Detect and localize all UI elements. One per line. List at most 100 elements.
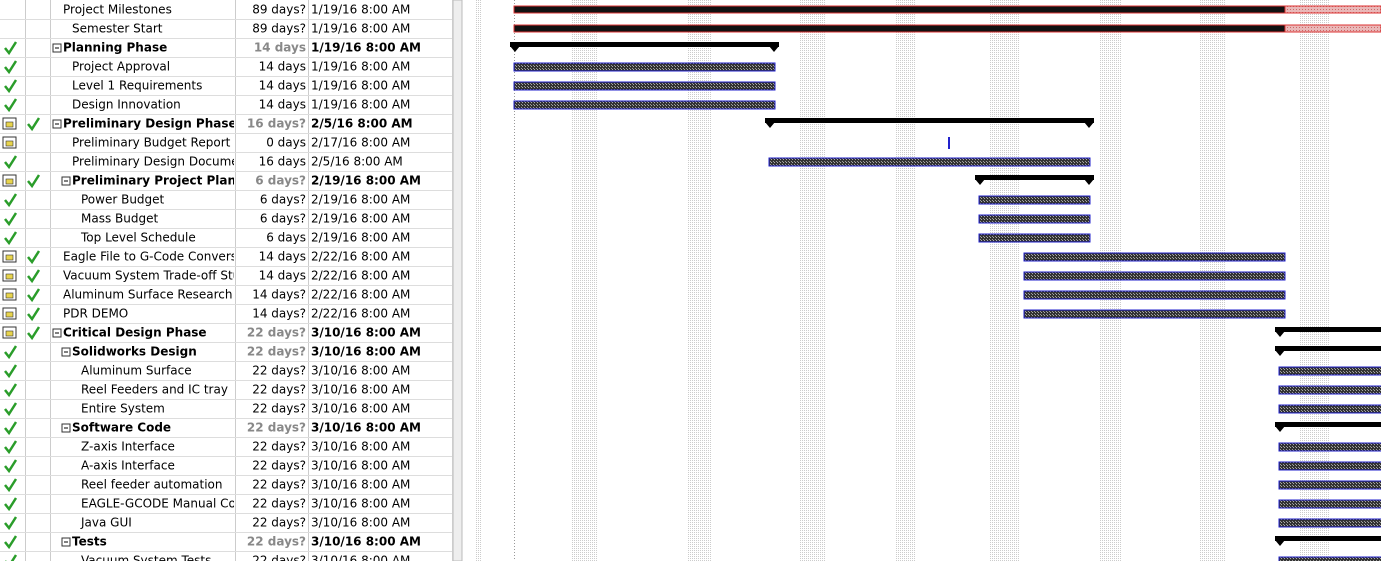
task-start: 2/19/16 8:00 AM	[311, 231, 410, 245]
task-duration: 22 days?	[252, 383, 306, 397]
task-name: Preliminary Design Documer	[72, 155, 244, 169]
calendar-icon-fill	[5, 121, 14, 128]
task-duration: 14 days	[259, 98, 306, 112]
task-start: 1/19/16 8:00 AM	[311, 22, 410, 36]
task-duration: 16 days?	[247, 117, 306, 131]
task-name: Mass Budget	[81, 212, 158, 226]
task-bar[interactable]	[1278, 442, 1381, 452]
task-name: Vacuum System Tests	[81, 554, 211, 561]
task-duration: 22 days?	[252, 364, 306, 378]
task-duration: 14 days?	[252, 307, 306, 321]
task-start: 3/10/16 8:00 AM	[311, 364, 410, 378]
task-name: Preliminary Project Plan	[72, 174, 236, 188]
calendar-icon-fill	[5, 311, 14, 318]
done-check	[27, 174, 41, 189]
task-bar[interactable]	[1278, 385, 1381, 395]
task-duration: 14 days	[259, 60, 306, 74]
done-check	[4, 516, 18, 531]
task-bar[interactable]	[978, 233, 1091, 243]
task-duration: 22 days?	[252, 516, 306, 530]
calendar-icon-fill	[5, 330, 14, 337]
task-start: 2/22/16 8:00 AM	[311, 269, 410, 283]
task-bar[interactable]	[1278, 556, 1381, 561]
done-check	[4, 383, 18, 398]
task-name: Semester Start	[72, 22, 163, 36]
task-start: 3/10/16 8:00 AM	[311, 516, 410, 530]
table-panel	[0, 0, 453, 561]
task-start: 3/10/16 8:00 AM	[311, 383, 410, 397]
task-start: 3/10/16 8:00 AM	[311, 459, 410, 473]
task-duration: 89 days?	[252, 22, 306, 36]
done-check	[27, 250, 41, 265]
task-start: 2/5/16 8:00 AM	[311, 155, 403, 169]
done-check	[4, 98, 18, 113]
task-name: Project Milestones	[63, 3, 172, 17]
done-check	[27, 117, 41, 132]
task-start: 3/10/16 8:00 AM	[311, 326, 421, 340]
task-name: Solidworks Design	[72, 345, 197, 359]
task-bar[interactable]	[513, 100, 776, 110]
task-start: 2/22/16 8:00 AM	[311, 250, 410, 264]
task-duration: 0 days	[266, 136, 306, 150]
done-check	[4, 60, 18, 75]
task-name: Project Approval	[72, 60, 170, 74]
done-check	[4, 535, 18, 550]
task-bar[interactable]	[1023, 290, 1286, 300]
task-name: Aluminum Surface Research	[63, 288, 232, 302]
summary-bar	[765, 118, 1094, 123]
task-bar[interactable]	[1278, 499, 1381, 509]
task-start: 2/17/16 8:00 AM	[311, 136, 410, 150]
task-bar[interactable]	[1023, 252, 1286, 262]
task-table: Project Milestones 89 days? 1/19/16 8:00 A…	[0, 0, 453, 561]
milestone-bar	[513, 24, 1286, 33]
task-duration: 89 days?	[252, 3, 306, 17]
task-bar[interactable]	[1278, 461, 1381, 471]
done-check	[4, 193, 18, 208]
done-check	[4, 212, 18, 227]
non-working-day	[572, 0, 598, 561]
splitter[interactable]	[452, 0, 463, 561]
task-start: 1/19/16 8:00 AM	[311, 60, 410, 74]
task-duration: 22 days?	[252, 440, 306, 454]
calendar-icon-fill	[5, 292, 14, 299]
task-start: 1/19/16 8:00 AM	[311, 79, 410, 93]
task-bar[interactable]	[1278, 480, 1381, 490]
task-name: EAGLE-GCODE Manual Cor	[81, 497, 241, 511]
task-duration: 6 days?	[260, 212, 306, 226]
non-working-day	[990, 0, 1020, 561]
task-start: 3/10/16 8:00 AM	[311, 440, 410, 454]
task-bar[interactable]	[1278, 366, 1381, 376]
task-bar[interactable]	[768, 157, 1091, 167]
task-bar[interactable]	[513, 81, 776, 91]
task-bar[interactable]	[978, 195, 1091, 205]
task-bar[interactable]	[1023, 309, 1286, 319]
task-name: Reel feeder automation	[81, 478, 223, 492]
task-bar[interactable]	[1278, 404, 1381, 414]
task-duration: 22 days?	[252, 459, 306, 473]
task-start: 3/10/16 8:00 AM	[311, 402, 410, 416]
done-check	[27, 288, 41, 303]
task-start: 3/10/16 8:00 AM	[311, 554, 410, 561]
done-check	[4, 345, 18, 360]
task-bar[interactable]	[513, 62, 776, 72]
calendar-icon-fill	[5, 254, 14, 261]
task-name: Tests	[72, 535, 107, 549]
summary-bar	[975, 175, 1094, 180]
task-name: Java GUI	[80, 516, 132, 530]
task-name: Power Budget	[81, 193, 165, 207]
task-start: 1/19/16 8:00 AM	[311, 41, 421, 55]
task-duration: 6 days?	[255, 174, 306, 188]
task-bar[interactable]	[1023, 271, 1286, 281]
done-check	[27, 307, 41, 322]
task-name: Preliminary Design Phase	[63, 117, 237, 131]
task-bar[interactable]	[1278, 518, 1381, 528]
task-name: Top Level Schedule	[80, 231, 196, 245]
task-start: 2/19/16 8:00 AM	[311, 212, 410, 226]
task-start: 3/10/16 8:00 AM	[311, 535, 421, 549]
task-bar[interactable]	[978, 214, 1091, 224]
task-name: Z-axis Interface	[81, 440, 175, 454]
task-duration: 14 days?	[252, 288, 306, 302]
task-start: 1/19/16 8:00 AM	[311, 98, 410, 112]
task-duration: 16 days	[259, 155, 306, 169]
